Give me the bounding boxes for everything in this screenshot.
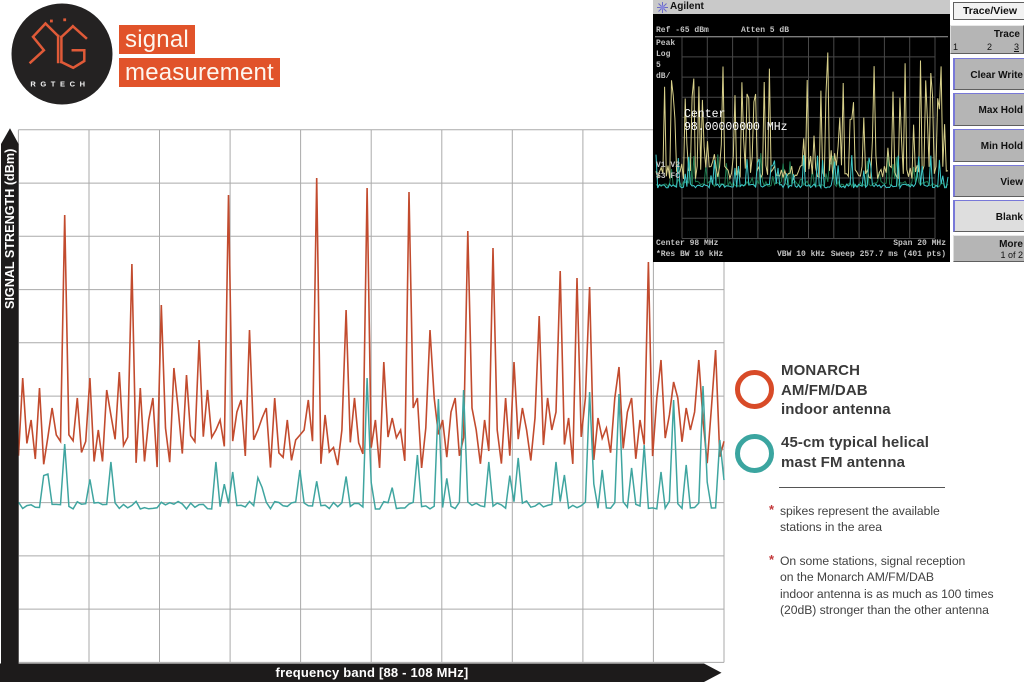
svg-text:SIGNAL STRENGTH (dBm): SIGNAL STRENGTH (dBm) — [3, 148, 17, 309]
svg-text:RGTECH: RGTECH — [30, 80, 89, 89]
svg-text:frequency band [88 - 108 MHz]: frequency band [88 - 108 MHz] — [276, 665, 469, 680]
